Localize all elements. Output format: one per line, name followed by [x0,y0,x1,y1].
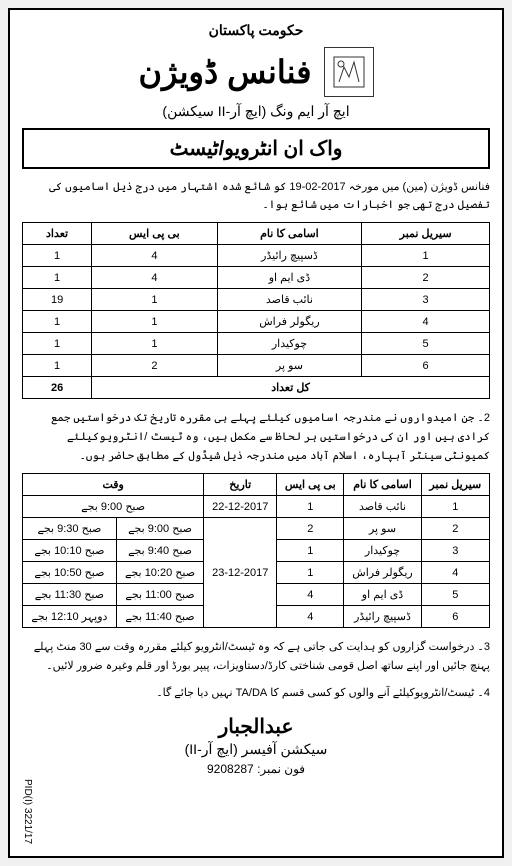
table-cell: سو پر [217,355,362,377]
cell-time-to: صبح 10:10 بجے [23,540,117,562]
table-cell: ڈی ایم او [217,267,362,289]
cell-sr: 3 [421,540,489,562]
cell-bps: 1 [277,562,344,584]
table-row: 2سو پر223-12-2017صبح 9:00 بجےصبح 9:30 بج… [23,518,490,540]
cell-post: ڈی ایم او [344,584,421,606]
cell-post: چوکیدار [344,540,421,562]
table-cell: 19 [23,289,92,311]
cell-date: 22-12-2017 [204,496,277,518]
table-cell: 1 [23,245,92,267]
table-row: 5چوکیدار11 [23,333,490,355]
phone-number: 9208287 [207,762,254,776]
table-cell: 3 [362,289,490,311]
cell-time: صبح 9:00 بجے [23,496,204,518]
cell-time-from: صبح 11:40 بجے [116,606,203,628]
pid-number: PID(I) 3221/17 [22,779,33,844]
phone-label: فون نمبر: [257,762,305,776]
table-cell: 4 [362,311,490,333]
phone-line: فون نمبر: 9208287 [22,762,490,776]
cell-post: ریگولر فراش [344,562,421,584]
cell-sr: 5 [421,584,489,606]
table-cell: نائب قاصد [217,289,362,311]
title-box: واک ان انٹرویو/ٹیسٹ [22,128,490,169]
cell-sr: 1 [421,496,489,518]
table-cell: 1 [92,311,217,333]
document-container: حکومت پاکستان فنانس ڈویژن ایچ آر ایم ونگ… [8,8,504,858]
total-row: کل تعداد26 [23,377,490,399]
cell-time-from: صبح 9:40 بجے [116,540,203,562]
table-row: 2ڈی ایم او41 [23,267,490,289]
cell-post: نائب قاصد [344,496,421,518]
cell-sr: 6 [421,606,489,628]
cell-bps: 1 [277,540,344,562]
table-cell: 4 [92,245,217,267]
table-cell: 1 [92,333,217,355]
cell-post: سو پر [344,518,421,540]
table-cell: 1 [23,355,92,377]
paragraph-3: 3۔ درخواست گزاروں کو ہدایت کی جاتی ہے کہ… [22,638,490,675]
table-row: 4ریگولر فراش11 [23,311,490,333]
cell-time-to: صبح 9:30 بجے [23,518,117,540]
col-serial: سیریل نمبر [362,223,490,245]
col2-bps: بی پی ایس [277,474,344,496]
intro-paragraph: فنانس ڈویژن (مین) میں مورخہ 2017-02-19 ک… [22,179,490,214]
table-cell: 1 [23,311,92,333]
cell-bps: 4 [277,606,344,628]
subtitle: ایچ آر ایم ونگ (ایچ آر-II سیکشن) [22,103,490,120]
col-post: اسامی کا نام [217,223,362,245]
cell-time-to: دوپہر 12:10 بجے [23,606,117,628]
col2-time: وقت [23,474,204,496]
table-cell: 1 [362,245,490,267]
table-cell: 1 [23,333,92,355]
col-count: تعداد [23,223,92,245]
table-cell: 2 [362,267,490,289]
govt-label: حکومت پاکستان [22,22,490,39]
col2-serial: سیریل نمبر [421,474,489,496]
positions-table: سیریل نمبر اسامی کا نام بی پی ایس تعداد … [22,222,490,399]
col-bps: بی پی ایس [92,223,217,245]
cell-time-to: صبح 11:30 بجے [23,584,117,606]
table-cell: 2 [92,355,217,377]
table-cell: 5 [362,333,490,355]
cell-bps: 1 [277,496,344,518]
cell-time-from: صبح 11:00 بجے [116,584,203,606]
table-cell: ریگولر فراش [217,311,362,333]
table-cell: چوکیدار [217,333,362,355]
table-row: 3نائب قاصد119 [23,289,490,311]
paragraph-2: 2۔ جن امیدواروں نے مندرجہ اسامیوں کیلئے … [22,409,490,465]
table-cell: 1 [23,267,92,289]
signature-title: سیکشن آفیسر (ایچ آر-II) [22,741,490,758]
table-cell: 6 [362,355,490,377]
table-row: 6سو پر21 [23,355,490,377]
cell-date-merged: 23-12-2017 [204,518,277,628]
cell-time-from: صبح 10:20 بجے [116,562,203,584]
cell-time-to: صبح 10:50 بجے [23,562,117,584]
cell-sr: 4 [421,562,489,584]
col2-post: اسامی کا نام [344,474,421,496]
col2-date: تاریخ [204,474,277,496]
cell-bps: 2 [277,518,344,540]
signature-name: عبدالجبار [22,714,490,739]
total-value: 26 [23,377,92,399]
cell-bps: 4 [277,584,344,606]
table-row: 1نائب قاصد122-12-2017صبح 9:00 بجے [23,496,490,518]
table-cell: 4 [92,267,217,289]
total-label: کل تعداد [92,377,490,399]
cell-time-from: صبح 9:00 بجے [116,518,203,540]
footer: عبدالجبار سیکشن آفیسر (ایچ آر-II) فون نم… [22,714,490,776]
schedule-table: سیریل نمبر اسامی کا نام بی پی ایس تاریخ … [22,473,490,628]
org-name: فنانس ڈویژن [138,53,311,91]
table-cell: ڈسپیچ رائیڈر [217,245,362,267]
table-row: 1ڈسپیچ رائیڈر41 [23,245,490,267]
cell-post: ڈسپیچ رائیڈر [344,606,421,628]
cell-sr: 2 [421,518,489,540]
govt-emblem-icon [324,47,374,97]
table-cell: 1 [92,289,217,311]
paragraph-4: 4۔ ٹیسٹ/انٹرویوکیلئے آنے والوں کو کسی قس… [22,684,490,703]
org-header: فنانس ڈویژن [22,47,490,97]
